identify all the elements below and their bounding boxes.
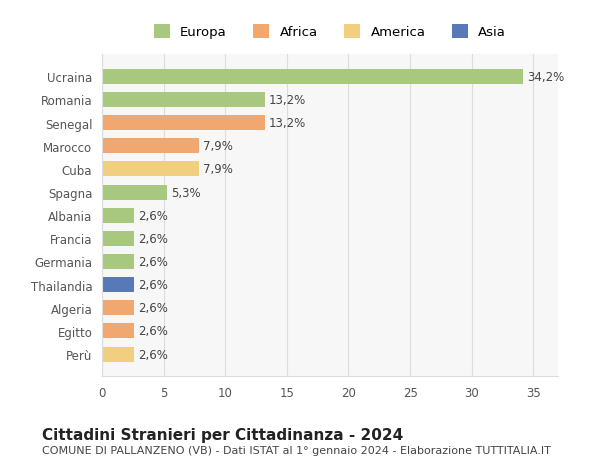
- Text: 2,6%: 2,6%: [138, 255, 167, 269]
- Text: 2,6%: 2,6%: [138, 209, 167, 222]
- Bar: [102, 324, 134, 339]
- Bar: [102, 278, 134, 292]
- Text: 7,9%: 7,9%: [203, 140, 233, 153]
- Text: 2,6%: 2,6%: [138, 302, 167, 314]
- Bar: [102, 231, 134, 246]
- Bar: [102, 347, 134, 362]
- Legend: Europa, Africa, America, Asia: Europa, Africa, America, Asia: [148, 20, 512, 45]
- Bar: [102, 139, 199, 154]
- Bar: [102, 208, 134, 223]
- Text: 13,2%: 13,2%: [268, 117, 305, 130]
- Text: 2,6%: 2,6%: [138, 348, 167, 361]
- Text: 5,3%: 5,3%: [171, 186, 200, 199]
- Text: 34,2%: 34,2%: [527, 71, 565, 84]
- Text: Cittadini Stranieri per Cittadinanza - 2024: Cittadini Stranieri per Cittadinanza - 2…: [42, 427, 403, 442]
- Text: 7,9%: 7,9%: [203, 163, 233, 176]
- Bar: [102, 93, 265, 108]
- Bar: [102, 254, 134, 269]
- Text: 13,2%: 13,2%: [268, 94, 305, 107]
- Bar: [102, 162, 199, 177]
- Bar: [102, 70, 523, 85]
- Text: 2,6%: 2,6%: [138, 325, 167, 338]
- Bar: [102, 185, 167, 200]
- Text: 2,6%: 2,6%: [138, 232, 167, 245]
- Text: COMUNE DI PALLANZENO (VB) - Dati ISTAT al 1° gennaio 2024 - Elaborazione TUTTITA: COMUNE DI PALLANZENO (VB) - Dati ISTAT a…: [42, 445, 551, 455]
- Bar: [102, 301, 134, 316]
- Bar: [102, 116, 265, 131]
- Text: 2,6%: 2,6%: [138, 279, 167, 291]
